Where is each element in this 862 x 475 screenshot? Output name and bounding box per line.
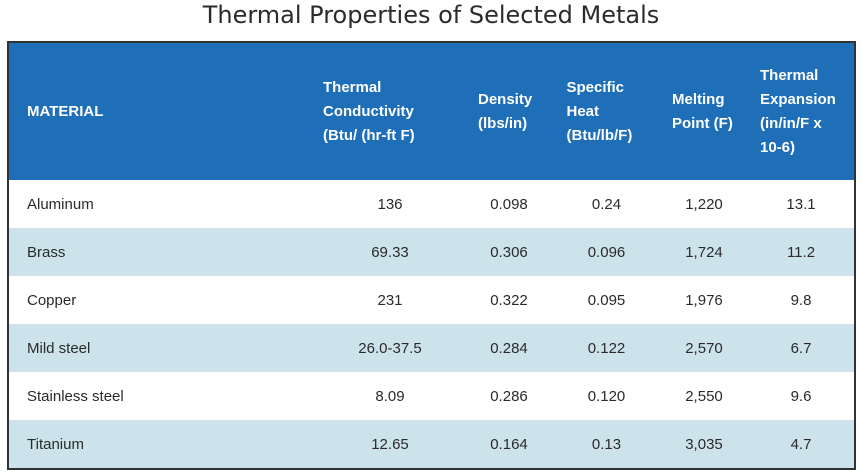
cell-density: 0.284 xyxy=(490,339,528,357)
header-label: Melting Point (F) xyxy=(672,90,733,132)
cell-material: Brass xyxy=(27,243,66,261)
cell-material: Stainless steel xyxy=(27,387,124,405)
header-thermal-conductivity: Thermal Conductivity (Btu/ (hr-ft F) xyxy=(315,43,465,180)
cell-specific-heat: 0.096 xyxy=(587,243,626,261)
cell-density: 0.322 xyxy=(490,291,528,309)
cell-thermal-conductivity: 12.65 xyxy=(371,435,409,453)
header-density: Density (lbs/in) xyxy=(465,43,553,180)
cell-melting-point: 1,976 xyxy=(685,291,723,309)
cell-material: Aluminum xyxy=(27,195,94,213)
cell-melting-point: 1,220 xyxy=(685,195,723,213)
cell-material: Titanium xyxy=(27,435,84,453)
header-label: Specific Heat (Btu/lb/F) xyxy=(566,78,633,144)
cell-density: 0.164 xyxy=(490,435,528,453)
properties-table-frame: MATERIAL Thermal Conductivity (Btu/ (hr-… xyxy=(7,41,856,470)
cell-specific-heat: 0.120 xyxy=(587,387,626,405)
cell-thermal-expansion: 11.2 xyxy=(786,243,816,261)
header-label: Thermal Expansion (in/in/F x 10-6) xyxy=(760,66,836,156)
header-thermal-expansion: Thermal Expansion (in/in/F x 10-6) xyxy=(748,43,854,180)
header-label: MATERIAL xyxy=(27,102,104,120)
cell-specific-heat: 0.24 xyxy=(591,195,622,213)
table-row: Mild steel 26.0-37.5 0.284 0.122 2,570 6… xyxy=(9,324,854,372)
header-material: MATERIAL xyxy=(9,43,315,180)
cell-density: 0.286 xyxy=(490,387,528,405)
table-row: Stainless steel 8.09 0.286 0.120 2,550 9… xyxy=(9,372,854,420)
cell-melting-point: 2,570 xyxy=(685,339,723,357)
table-row: Titanium 12.65 0.164 0.13 3,035 4.7 xyxy=(9,420,854,468)
cell-melting-point: 3,035 xyxy=(685,435,723,453)
cell-density: 0.306 xyxy=(490,243,528,261)
cell-density: 0.098 xyxy=(490,195,528,213)
table-header-row: MATERIAL Thermal Conductivity (Btu/ (hr-… xyxy=(9,43,854,180)
cell-material: Copper xyxy=(27,291,77,309)
cell-thermal-expansion: 13.1 xyxy=(786,195,816,213)
cell-thermal-conductivity: 69.33 xyxy=(371,243,409,261)
page-title: Thermal Properties of Selected Metals xyxy=(202,1,660,29)
table-row: Copper 231 0.322 0.095 1,976 9.8 xyxy=(9,276,854,324)
cell-thermal-expansion: 4.7 xyxy=(790,435,812,453)
cell-thermal-expansion: 6.7 xyxy=(790,339,812,357)
cell-thermal-conductivity: 136 xyxy=(377,195,403,213)
cell-thermal-conductivity: 26.0-37.5 xyxy=(358,339,422,357)
table-row: Aluminum 136 0.098 0.24 1,220 13.1 xyxy=(9,180,854,228)
cell-thermal-expansion: 9.6 xyxy=(790,387,812,405)
cell-thermal-expansion: 9.8 xyxy=(790,291,812,309)
header-label: Density (lbs/in) xyxy=(478,90,533,132)
header-label: Thermal Conductivity (Btu/ (hr-ft F) xyxy=(323,78,415,144)
header-specific-heat: Specific Heat (Btu/lb/F) xyxy=(553,43,660,180)
cell-specific-heat: 0.095 xyxy=(587,291,626,309)
cell-material: Mild steel xyxy=(27,339,91,357)
cell-specific-heat: 0.122 xyxy=(587,339,626,357)
cell-melting-point: 2,550 xyxy=(685,387,723,405)
cell-specific-heat: 0.13 xyxy=(591,435,622,453)
cell-melting-point: 1,724 xyxy=(685,243,723,261)
cell-thermal-conductivity: 8.09 xyxy=(375,387,405,405)
header-melting-point: Melting Point (F) xyxy=(660,43,748,180)
properties-table: MATERIAL Thermal Conductivity (Btu/ (hr-… xyxy=(9,43,854,468)
cell-thermal-conductivity: 231 xyxy=(377,291,403,309)
table-row: Brass 69.33 0.306 0.096 1,724 11.2 xyxy=(9,228,854,276)
